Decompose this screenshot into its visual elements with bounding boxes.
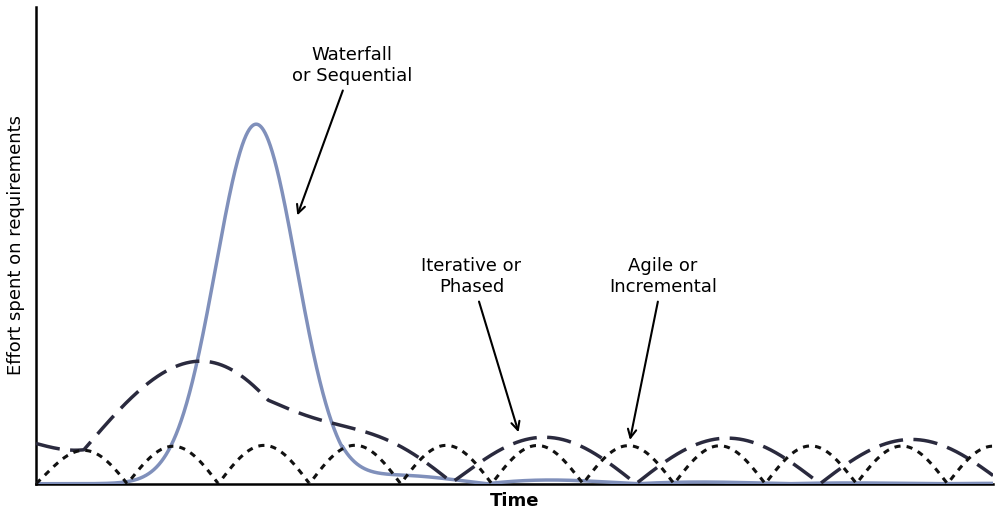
Text: Waterfall
or Sequential: Waterfall or Sequential <box>292 47 412 213</box>
Text: Iterative or
Phased: Iterative or Phased <box>421 257 522 430</box>
Text: Agile or
Incremental: Agile or Incremental <box>609 257 717 438</box>
X-axis label: Time: Time <box>490 492 539 510</box>
Y-axis label: Effort spent on requirements: Effort spent on requirements <box>7 115 25 375</box>
